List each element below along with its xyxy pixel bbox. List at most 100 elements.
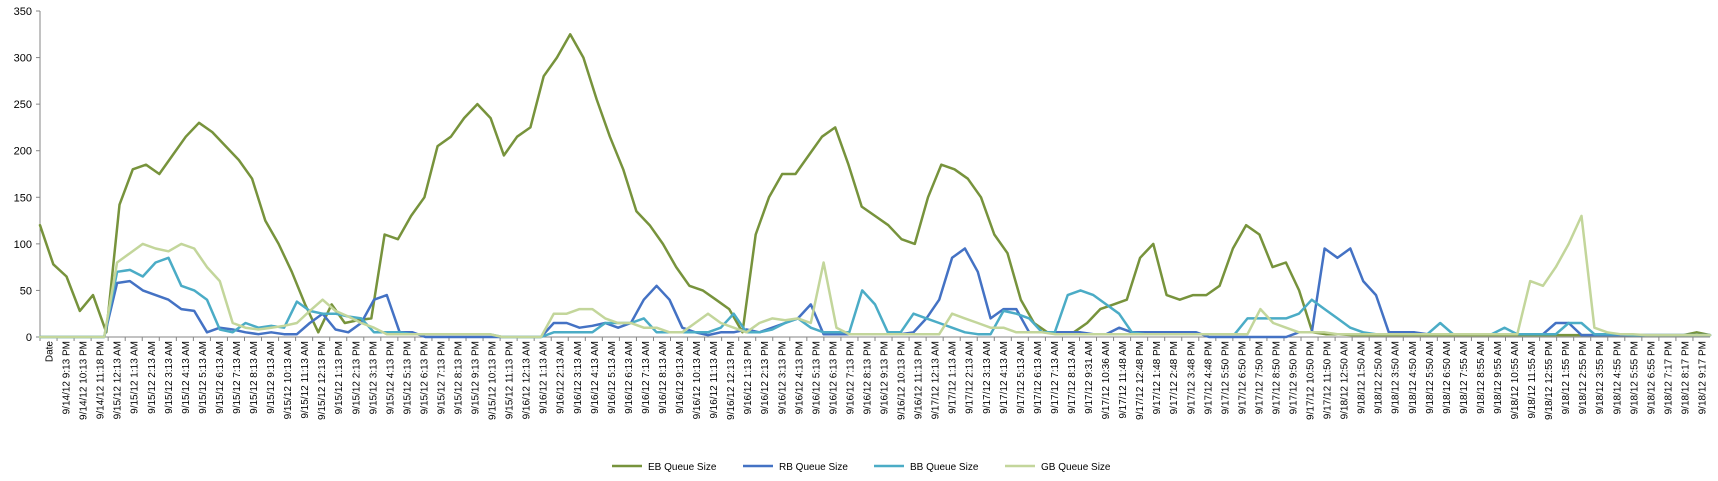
x-tick-label: 9/18/12 7:17 PM (1663, 341, 1674, 414)
x-tick-label: 9/16/12 2:13 PM (760, 341, 771, 414)
x-tick-label: 9/15/12 12:13 AM (113, 341, 124, 419)
legend-item: EB Queue Size (612, 462, 717, 473)
x-tick-label: 9/18/12 3:50 AM (1391, 341, 1402, 414)
x-tick-label: 9/18/12 10:55 AM (1510, 341, 1521, 419)
x-tick-label: 9/17/12 1:13 AM (948, 341, 959, 414)
y-tick-label: 0 (26, 332, 32, 344)
y-axis: 0 50 100 150 200 250 300 350 (14, 6, 41, 344)
x-tick-label: 9/16/12 5:13 PM (811, 341, 822, 414)
x-tick-label: 9/18/12 5:50 AM (1425, 341, 1436, 414)
x-tick-label: 9/15/12 10:13 AM (283, 341, 294, 419)
x-tick-label: 9/15/12 2:13 AM (147, 341, 158, 414)
x-tick-label: 9/18/12 8:17 PM (1680, 341, 1691, 414)
x-tick-label: 9/15/12 9:13 PM (471, 341, 482, 414)
y-tick-label: 300 (14, 53, 32, 65)
x-tick-label: 9/17/12 8:13 AM (1067, 341, 1078, 414)
y-tick-label: 200 (14, 146, 32, 158)
legend-label: GB Queue Size (1041, 462, 1111, 473)
x-tick-label: 9/16/12 11:13 PM (914, 341, 925, 419)
x-tick-label: 9/14/12 10:13 PM (79, 341, 90, 420)
x-tick-label: 9/15/12 5:13 AM (198, 341, 209, 414)
x-tick-label: Date (45, 341, 56, 363)
legend-item: BB Queue Size (874, 462, 979, 473)
x-tick-label: 9/16/12 7:13 PM (845, 341, 856, 414)
x-tick-label: 9/16/12 12:13 PM (726, 341, 737, 420)
x-tick-label: 9/16/12 4:13 AM (590, 341, 601, 414)
x-tick-label: 9/16/12 6:13 PM (828, 341, 839, 414)
x-tick-label: 9/15/12 7:13 AM (232, 341, 243, 414)
y-tick-label: 50 (20, 285, 32, 297)
x-tick-label: 9/16/12 8:13 AM (658, 341, 669, 414)
x-tick-label: 9/18/12 8:55 AM (1476, 341, 1487, 414)
x-tick-label: 9/17/12 10:36 AM (1101, 341, 1112, 419)
x-tick-label: 9/18/12 6:50 AM (1442, 341, 1453, 414)
x-tick-label: 9/18/12 6:55 PM (1646, 341, 1657, 414)
x-tick-label: 9/17/12 12:48 PM (1135, 341, 1146, 420)
x-tick-label: 9/18/12 12:50 AM (1340, 341, 1351, 419)
x-tick-label: 9/18/12 11:55 AM (1527, 341, 1538, 419)
x-tick-label: 9/17/12 2:13 AM (965, 341, 976, 414)
x-tick-label: 9/15/12 1:13 PM (334, 341, 345, 414)
y-tick-label: 250 (14, 99, 32, 111)
x-tick-label: 9/16/12 6:13 AM (624, 341, 635, 414)
x-tick-label: 9/15/12 3:13 PM (368, 341, 379, 414)
x-tick-label: 9/17/12 2:48 PM (1169, 341, 1180, 414)
series-line-gb-queue-size (38, 214, 1712, 339)
x-tick-label: 9/18/12 4:55 PM (1612, 341, 1623, 414)
x-tick-label: 9/18/12 2:50 AM (1374, 341, 1385, 414)
x-tick-label: 9/17/12 10:50 PM (1306, 341, 1317, 420)
series-line-eb-queue-size (38, 33, 1712, 337)
x-tick-label: 9/15/12 6:13 AM (215, 341, 226, 414)
legend-label: EB Queue Size (648, 462, 717, 473)
x-tick-label: 9/16/12 5:13 AM (607, 341, 618, 414)
x-tick-label: 9/16/12 4:13 PM (794, 341, 805, 414)
x-tick-label: 9/16/12 10:13 PM (897, 341, 908, 420)
x-tick-label: 9/16/12 1:13 AM (539, 341, 550, 414)
x-tick-label: 9/18/12 3:55 PM (1595, 341, 1606, 414)
x-tick-label: 9/18/12 7:55 AM (1459, 341, 1470, 414)
x-tick-label: 9/15/12 1:13 AM (130, 341, 141, 414)
x-tick-label: 9/17/12 5:13 AM (1016, 341, 1027, 414)
x-tick-label: 9/15/12 8:13 PM (454, 341, 465, 414)
x-tick-label: 9/17/12 12:13 AM (931, 341, 942, 419)
x-tick-label: 9/15/12 2:13 PM (351, 341, 362, 414)
series-lines (38, 33, 1712, 339)
x-tick-label: 9/15/12 12:13 PM (317, 341, 328, 420)
x-tick-label: 9/14/12 9:13 PM (62, 341, 73, 414)
y-tick-label: 150 (14, 192, 32, 204)
x-tick-label: 9/16/12 9:13 PM (880, 341, 891, 414)
x-tick-label: 9/16/12 10:13 AM (692, 341, 703, 419)
x-tick-label: 9/17/12 3:48 PM (1186, 341, 1197, 414)
x-tick-label: 9/16/12 8:13 PM (863, 341, 874, 414)
series-line-bb-queue-size (38, 256, 1712, 339)
x-tick-label: 9/17/12 11:48 AM (1118, 341, 1129, 419)
x-tick-label: 9/18/12 9:17 PM (1698, 341, 1709, 414)
x-tick-label: 9/17/12 7:13 AM (1050, 341, 1061, 414)
x-tick-label: 9/17/12 4:13 AM (999, 341, 1010, 414)
x-tick-label: 9/18/12 1:50 AM (1357, 341, 1368, 414)
x-tick-label: 9/15/12 4:13 AM (181, 341, 192, 414)
x-tick-label: 9/16/12 12:13 AM (522, 341, 533, 419)
y-tick-label: 100 (14, 239, 32, 251)
legend-item: RB Queue Size (743, 462, 848, 473)
x-tick-label: 9/14/12 11:18 PM (96, 341, 107, 419)
x-tick-label: 9/15/12 4:13 PM (385, 341, 396, 414)
legend: EB Queue Size RB Queue Size BB Queue Size G… (612, 462, 1111, 473)
y-tick-label: 350 (14, 6, 32, 18)
x-tick-label: 9/15/12 9:13 AM (266, 341, 277, 414)
x-tick-label: 9/17/12 7:50 PM (1254, 341, 1265, 414)
x-tick-label: 9/15/12 10:13 PM (488, 341, 499, 420)
x-tick-label: 9/17/12 1:48 PM (1152, 341, 1163, 414)
x-tick-label: 9/16/12 1:13 PM (743, 341, 754, 414)
x-tick-label: 9/18/12 5:55 PM (1629, 341, 1640, 414)
x-tick-label: 9/16/12 3:13 PM (777, 341, 788, 414)
x-tick-label: 9/15/12 11:13 AM (300, 341, 311, 419)
x-tick-label: 9/16/12 9:13 AM (675, 341, 686, 414)
x-tick-label: 9/17/12 9:31 AM (1084, 341, 1095, 414)
x-tick-label: 9/17/12 8:50 PM (1272, 341, 1283, 414)
x-tick-label: 9/15/12 11:13 PM (505, 341, 516, 419)
x-tick-label: 9/16/12 7:13 AM (641, 341, 652, 414)
x-tick-label: 9/18/12 4:50 AM (1408, 341, 1419, 414)
legend-item: GB Queue Size (1005, 462, 1111, 473)
